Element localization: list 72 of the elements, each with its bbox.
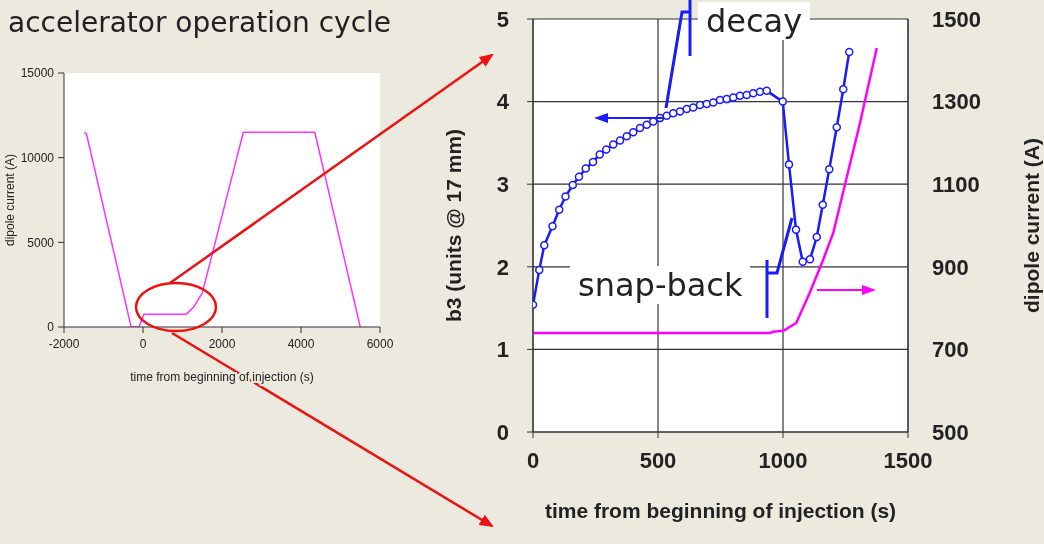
point xyxy=(709,98,718,107)
y-tick-label: 15000 xyxy=(20,66,55,81)
point xyxy=(602,145,611,154)
x-tick-label: 2000 xyxy=(208,336,236,351)
x-tick-label: 0 xyxy=(139,336,147,351)
y2-tick-label: 900 xyxy=(932,254,969,280)
point xyxy=(755,87,765,96)
annotation: snap-back xyxy=(570,265,751,304)
y-tick-label: 0 xyxy=(496,419,509,445)
point xyxy=(609,140,618,149)
y-tick-label: 5000 xyxy=(27,235,55,250)
point xyxy=(791,225,801,234)
point xyxy=(561,192,570,201)
point xyxy=(635,123,645,133)
y-axis-title: dipole current (A) xyxy=(3,153,18,247)
x-tick-label: 1500 xyxy=(883,447,933,473)
y-tick-label: 10000 xyxy=(20,150,55,165)
point xyxy=(818,200,827,210)
x-tick-label: 1000 xyxy=(758,447,808,473)
point xyxy=(832,122,841,132)
point xyxy=(839,84,848,94)
y2-tick-label: 1300 xyxy=(932,89,981,115)
y2-tick-label: 1100 xyxy=(932,172,980,198)
point xyxy=(622,132,631,141)
x-tick-label: 6000 xyxy=(366,336,394,351)
y2-axis-title: dipole current (A) xyxy=(1020,137,1044,314)
point xyxy=(689,103,698,112)
y-tick-label: 1 xyxy=(496,337,509,363)
y-tick-label: 5 xyxy=(496,6,509,32)
x-tick-label: 0 xyxy=(526,447,540,473)
y2-tick-label: 1500 xyxy=(932,6,981,32)
line-series xyxy=(533,46,878,335)
y-tick-label: 4 xyxy=(496,89,510,115)
point xyxy=(568,180,577,190)
y-axis-title: b3 (units @ 17 mm) xyxy=(442,128,466,323)
y-tick-label: 2 xyxy=(496,254,509,280)
x-axis-title: time from beginning of injection (s) xyxy=(544,499,897,522)
point xyxy=(642,120,651,129)
point xyxy=(662,111,671,120)
point xyxy=(535,265,544,275)
point xyxy=(629,127,638,137)
line-series xyxy=(83,131,361,327)
point xyxy=(798,257,807,267)
x-tick-label: 4000 xyxy=(287,336,315,351)
point xyxy=(812,232,821,242)
point xyxy=(548,222,557,231)
point xyxy=(588,157,598,167)
point xyxy=(784,160,794,169)
y-tick-label: 3 xyxy=(496,172,509,198)
y2-tick-label: 500 xyxy=(932,419,969,445)
point xyxy=(540,241,549,250)
x-tick-label: -2000 xyxy=(48,336,80,351)
point xyxy=(778,97,787,106)
point xyxy=(555,205,564,215)
annotation: decay xyxy=(698,2,811,40)
point xyxy=(574,172,584,182)
point xyxy=(749,89,758,98)
point xyxy=(581,164,590,173)
chart-title: accelerator operation cycle xyxy=(8,6,392,39)
point xyxy=(762,86,771,96)
point xyxy=(825,165,834,174)
point xyxy=(669,108,678,118)
point xyxy=(805,255,815,264)
point xyxy=(729,93,738,102)
point xyxy=(615,136,625,145)
point xyxy=(845,47,854,57)
point xyxy=(735,91,745,101)
point xyxy=(675,107,685,116)
y2-tick-label: 700 xyxy=(932,337,969,363)
x-tick-label: 500 xyxy=(639,447,677,473)
point xyxy=(595,150,604,159)
y-tick-label: 0 xyxy=(47,320,55,335)
